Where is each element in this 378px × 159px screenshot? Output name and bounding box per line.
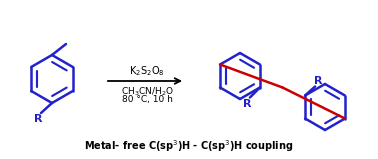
Text: R: R — [243, 98, 251, 108]
Text: R: R — [314, 76, 322, 86]
Text: 80 °C, 10 h: 80 °C, 10 h — [122, 95, 172, 104]
Text: R: R — [34, 114, 42, 124]
Text: K$_2$S$_2$O$_8$: K$_2$S$_2$O$_8$ — [129, 64, 165, 78]
Text: CH$_3$CN/H$_2$O: CH$_3$CN/H$_2$O — [121, 86, 174, 98]
Text: Metal- free C(sp$^3$)H - C(sp$^3$)H coupling: Metal- free C(sp$^3$)H - C(sp$^3$)H coup… — [84, 138, 294, 154]
